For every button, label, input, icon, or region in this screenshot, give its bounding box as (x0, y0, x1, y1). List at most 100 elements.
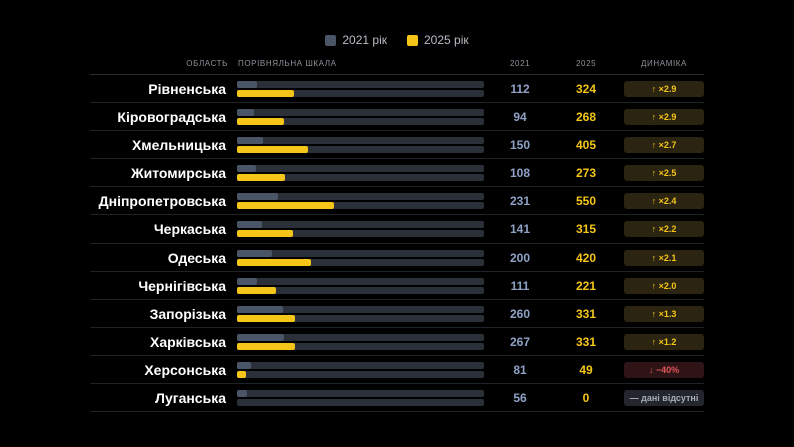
legend-label-2025: 2025 рік (424, 33, 469, 47)
chart-rows: Рівненська 112 324 ↑ ×2.9 Кіровоградська 94 26… (90, 75, 704, 413)
value-2021: 112 (510, 82, 530, 96)
bar-track-2025 (237, 258, 484, 266)
bar-2021 (237, 137, 264, 145)
value-2021: 260 (509, 306, 531, 321)
bar-2021 (237, 109, 254, 117)
bar-2021 (237, 390, 247, 398)
dynamics-badge: ↑ ×1.3 (624, 305, 704, 322)
bar-2021 (237, 361, 252, 369)
dynamics-badge: ↑ ×2.2 (624, 221, 704, 238)
table-row: Херсонська 81 49 ↓ −40% (90, 356, 704, 385)
bar-track-2021 (237, 249, 484, 257)
bar-2021 (237, 333, 285, 341)
table-header: ОБЛАСТЬ ПОРІВНЯЛЬНА ШКАЛА 2021 2025 ДИНА… (90, 59, 704, 75)
table-row: Одеська 200 420 ↑ ×2.1 (90, 244, 704, 272)
value-2021: 150 (509, 138, 531, 153)
legend-swatch-2025 (407, 34, 418, 46)
bar-track-2021 (237, 193, 484, 201)
dynamics-badge: ↑ ×2.9 (624, 109, 704, 126)
value-2025: 331 (575, 306, 597, 321)
value-2021: 108 (509, 166, 531, 181)
dynamics-badge: ↓ −40% (624, 361, 704, 378)
value-2021: 56 (513, 391, 527, 406)
bar-track-2025 (237, 174, 484, 182)
bar-2021 (237, 249, 273, 257)
bar-track-2021 (237, 305, 484, 313)
bar-track-2025 (237, 202, 484, 210)
legend: 2021 рік 2025 рік (0, 33, 794, 47)
bar-2021 (237, 277, 257, 285)
bar-track-2025 (237, 90, 484, 97)
bar-track-2025 (237, 342, 484, 350)
value-2021: 141 (509, 222, 531, 237)
table-row: Житомирська 108 273 ↑ ×2.5 (90, 159, 704, 188)
header-2021: 2021 (510, 59, 531, 68)
value-2021: 267 (509, 334, 531, 349)
table-row: Харківська 267 331 ↑ ×1.2 (90, 328, 704, 356)
value-2021: 231 (509, 194, 531, 209)
bar-2025 (237, 258, 312, 266)
value-2021: 94 (513, 110, 527, 125)
table-row: Хмельницька 150 405 ↑ ×2.7 (90, 131, 704, 160)
bar-2025 (237, 90, 295, 97)
header-dynamics: ДИНАМІКА (641, 59, 687, 68)
bar-track-2021 (237, 333, 484, 341)
bar-track-2025 (237, 118, 484, 126)
table-row: Кіровоградська 94 268 ↑ ×2.9 (90, 103, 704, 132)
bar-track-2021 (237, 109, 484, 117)
table-row: Дніпропетровська 231 550 ↑ ×2.4 (90, 187, 704, 216)
table-row: Луганська 56 0 — дані відсутні (90, 384, 704, 413)
bar-2025 (237, 202, 335, 210)
value-2025: 315 (575, 222, 597, 237)
bar-track-2025 (237, 146, 484, 154)
bar-2021 (237, 165, 257, 173)
table-row: Запорізька 260 331 ↑ ×1.3 (90, 300, 704, 328)
region-label: Кіровоградська (117, 109, 226, 126)
bar-track-2021 (237, 221, 484, 229)
bar-track-2021 (237, 390, 484, 398)
value-2025: 268 (575, 110, 597, 125)
bar-2025 (237, 118, 285, 126)
value-2025: 0 (582, 391, 590, 406)
dynamics-badge: ↑ ×2.0 (624, 277, 704, 294)
dynamics-badge: ↑ ×1.2 (624, 333, 704, 350)
region-label: Запорізька (149, 305, 226, 322)
legend-swatch-2021 (325, 34, 337, 46)
bar-track-2025 (237, 370, 484, 378)
legend-item-2021: 2021 рік (325, 33, 387, 47)
value-2025: 49 (579, 362, 593, 377)
bar-2025 (237, 230, 293, 238)
region-label: Рівненська (148, 81, 226, 97)
table-row: Чернігівська 111 221 ↑ ×2.0 (90, 272, 704, 300)
bar-2025 (237, 314, 296, 322)
region-label: Луганська (155, 390, 226, 407)
bar-2025 (237, 286, 276, 294)
header-2025: 2025 (576, 59, 597, 68)
bar-track-2025 (237, 230, 484, 238)
dynamics-badge: ↑ ×2.5 (624, 165, 704, 182)
value-2025: 405 (575, 138, 597, 153)
legend-item-2025: 2025 рік (407, 33, 469, 47)
region-label: Одеська (167, 249, 226, 266)
bar-track-2021 (237, 81, 484, 88)
value-2025: 550 (575, 194, 597, 209)
value-2021: 81 (513, 362, 527, 377)
dynamics-badge: ↑ ×2.7 (624, 137, 704, 154)
region-label: Хмельницька (131, 137, 226, 154)
legend-label-2021: 2021 рік (342, 33, 387, 47)
bar-track-2025 (237, 314, 484, 322)
region-label: Житомирська (131, 165, 226, 182)
dynamics-badge: ↑ ×2.9 (624, 81, 704, 97)
dynamics-badge: ↑ ×2.4 (624, 193, 704, 210)
value-2025: 331 (575, 334, 597, 349)
bar-track-2021 (237, 277, 484, 285)
dynamics-badge: ↑ ×2.1 (624, 249, 704, 266)
bar-track-2021 (237, 361, 484, 369)
bar-2025 (237, 146, 309, 154)
region-label: Херсонська (144, 361, 226, 378)
value-2025: 324 (575, 82, 597, 96)
header-scale: ПОРІВНЯЛЬНА ШКАЛА (238, 59, 337, 68)
value-2021: 200 (509, 250, 531, 265)
bar-2025 (237, 370, 246, 378)
table-row: Рівненська 112 324 ↑ ×2.9 (90, 75, 704, 104)
